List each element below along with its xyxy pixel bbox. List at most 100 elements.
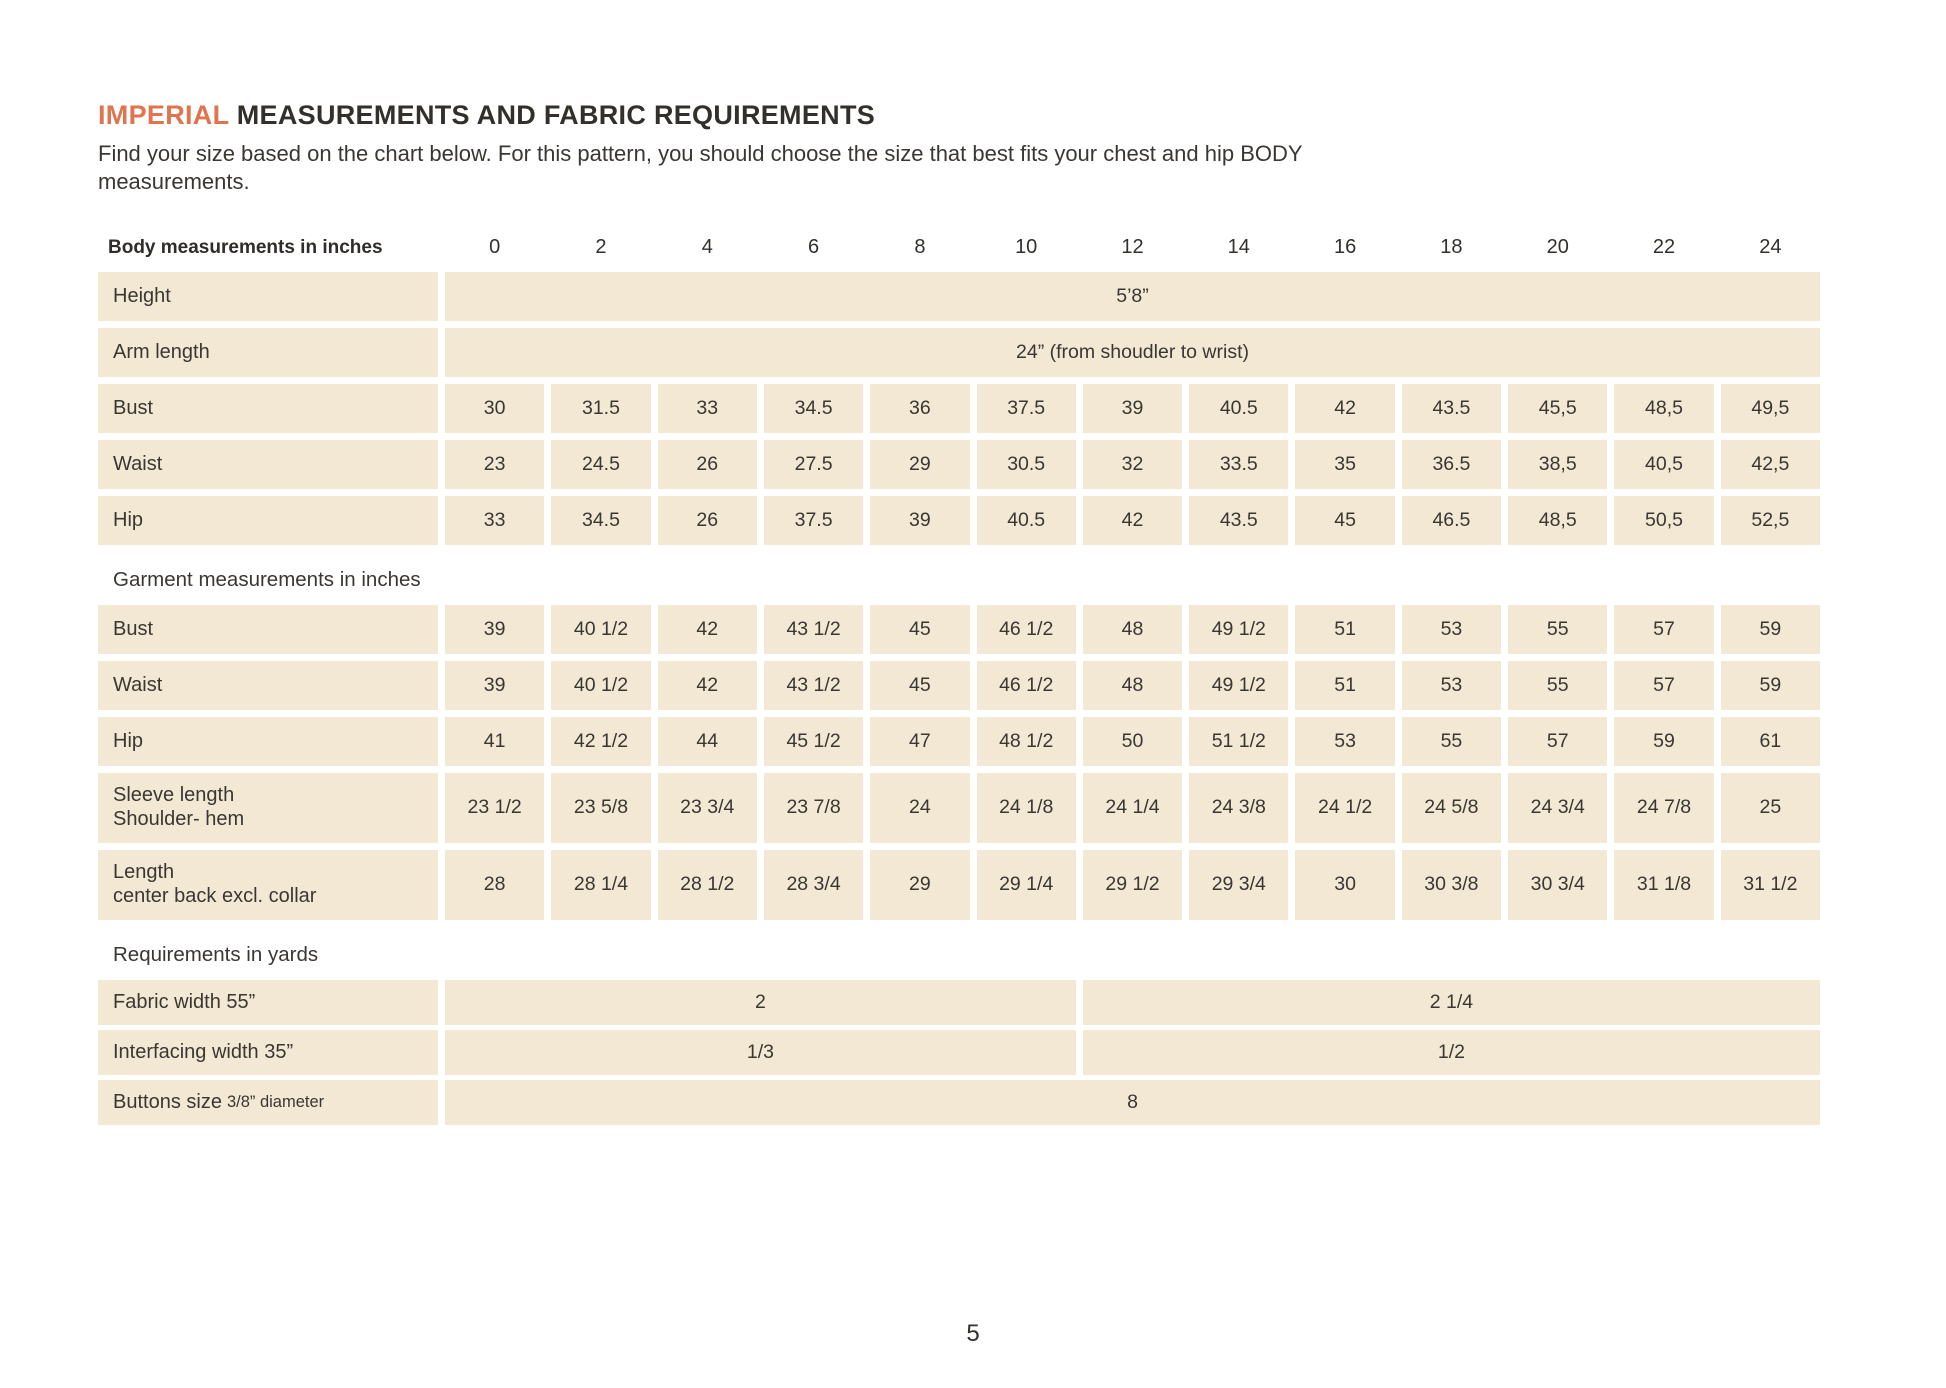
value-cell: 46 1/2 bbox=[976, 604, 1076, 654]
size-column-header: 22 bbox=[1652, 235, 1676, 258]
value-cell: 23 bbox=[445, 439, 545, 489]
requirements-section-label: Requirements in yards bbox=[113, 942, 319, 966]
size-column-header: 12 bbox=[1121, 235, 1144, 258]
row-label-text: Fabric width 55” bbox=[113, 990, 256, 1013]
value-cell: 33.5 bbox=[1189, 439, 1289, 489]
value-cell: 33 bbox=[445, 495, 545, 545]
value-cell: 55 bbox=[1508, 604, 1608, 654]
row-label-line1: Sleeve length bbox=[113, 784, 235, 807]
value-cell: 31 1/8 bbox=[1614, 849, 1714, 920]
table-row: Hip 33 34.5 26 37.5 39 40.5 42 43.5 45 46.5 48,5 50,… bbox=[98, 495, 1820, 545]
table-row: Arm length 24” (from shoudler to wrist) bbox=[98, 327, 1820, 377]
row-label-text: Length center back excl. collar bbox=[113, 861, 316, 908]
value-cell: 30 3/4 bbox=[1508, 849, 1608, 920]
value-cell: 23 1/2 bbox=[445, 772, 545, 843]
value-cell: 53 bbox=[1401, 660, 1502, 710]
value-cell: 23 7/8 bbox=[763, 772, 864, 843]
row-label: Sleeve length Shoulder- hem bbox=[98, 772, 438, 843]
value-cell: 28 3/4 bbox=[763, 849, 864, 920]
row-label: Arm length bbox=[98, 327, 438, 377]
value-cell: 57 bbox=[1508, 716, 1608, 766]
value-cell: 43 1/2 bbox=[763, 604, 864, 654]
value-cell: 57 bbox=[1614, 660, 1714, 710]
table-row: Sleeve length Shoulder- hem 23 1/2 23 5/8 23… bbox=[98, 772, 1820, 843]
value-cell: 59 bbox=[1614, 716, 1714, 766]
size-column-header: 16 bbox=[1333, 235, 1357, 258]
value-cell: 50 bbox=[1082, 716, 1183, 766]
value-cell-span: 24” (from shoudler to wrist) bbox=[445, 327, 1820, 377]
size-column-header: 10 bbox=[1015, 235, 1038, 258]
value-cell: 52,5 bbox=[1720, 495, 1820, 545]
document-page: IMPERIAL MEASUREMENTS AND FABRIC REQUIRE… bbox=[98, 100, 1848, 1125]
row-label-text: Bust bbox=[113, 396, 154, 419]
value-cell: 45 bbox=[870, 604, 970, 654]
size-column-header: 4 bbox=[701, 235, 713, 258]
value-cell: 40,5 bbox=[1614, 439, 1714, 489]
value-cell: 28 1/4 bbox=[551, 849, 651, 920]
size-column-header: 6 bbox=[808, 235, 820, 258]
value-cell: 45 bbox=[870, 660, 970, 710]
value-cell: 37.5 bbox=[976, 383, 1076, 433]
value-cell: 40.5 bbox=[976, 495, 1076, 545]
table-row: Buttons size 3/8” diameter 8 bbox=[98, 1079, 1820, 1125]
value-cell: 42 bbox=[1082, 495, 1183, 545]
row-label-text: Hip bbox=[113, 729, 144, 752]
value-cell: 39 bbox=[1082, 383, 1183, 433]
value-cell: 29 bbox=[870, 849, 970, 920]
value-cell: 48 1/2 bbox=[976, 716, 1076, 766]
subtitle-line2: measurements. bbox=[98, 168, 250, 194]
row-label: Bust bbox=[98, 604, 438, 654]
value-cell: 42 1/2 bbox=[551, 716, 651, 766]
value-cell: 59 bbox=[1720, 660, 1820, 710]
row-label-text: Interfacing width 35” bbox=[113, 1040, 294, 1063]
value-cell: 24 7/8 bbox=[1614, 772, 1714, 843]
row-label: Buttons size 3/8” diameter bbox=[98, 1079, 438, 1125]
size-chart-table: Body measurements in inches 0 2 4 6 8 10 12 14 16… bbox=[98, 236, 1820, 1125]
row-label: Waist bbox=[98, 660, 438, 710]
value-cell: 34.5 bbox=[551, 495, 651, 545]
value-cell: 61 bbox=[1720, 716, 1820, 766]
size-column-header: 0 bbox=[489, 235, 501, 258]
value-cell: 28 bbox=[445, 849, 545, 920]
value-cell: 53 bbox=[1295, 716, 1395, 766]
value-cell: 48,5 bbox=[1508, 495, 1608, 545]
value-cell: 43 1/2 bbox=[763, 660, 864, 710]
value-cell: 48 bbox=[1082, 660, 1183, 710]
page-title: IMPERIAL MEASUREMENTS AND FABRIC REQUIRE… bbox=[98, 100, 1848, 131]
size-column-header: 2 bbox=[595, 235, 607, 258]
value-cell: 26 bbox=[657, 495, 757, 545]
value-cell: 48,5 bbox=[1614, 383, 1714, 433]
value-cell: 51 1/2 bbox=[1189, 716, 1289, 766]
subtitle-line1: Find your size based on the chart below.… bbox=[98, 141, 1303, 166]
value-cell: 46.5 bbox=[1401, 495, 1502, 545]
value-cell: 24 1/4 bbox=[1082, 772, 1183, 843]
value-cell-span: 1/3 bbox=[445, 1029, 1076, 1075]
value-cell: 39 bbox=[870, 495, 970, 545]
value-cell: 23 3/4 bbox=[657, 772, 757, 843]
value-cell: 32 bbox=[1082, 439, 1183, 489]
value-cell: 29 bbox=[870, 439, 970, 489]
table-row: Length center back excl. collar 28 28 1/4 28… bbox=[98, 849, 1820, 920]
value-cell: 42,5 bbox=[1720, 439, 1820, 489]
row-label: Interfacing width 35” bbox=[98, 1029, 438, 1075]
table-row: Fabric width 55” 2 2 1/4 bbox=[98, 979, 1820, 1025]
size-column-header: 24 bbox=[1759, 235, 1782, 258]
value-cell: 24 1/8 bbox=[976, 772, 1076, 843]
value-cell: 36 bbox=[870, 383, 970, 433]
value-cell: 42 bbox=[657, 604, 757, 654]
table-row: Interfacing width 35” 1/3 1/2 bbox=[98, 1029, 1820, 1075]
value-cell: 29 3/4 bbox=[1189, 849, 1289, 920]
value-cell-span: 2 1/4 bbox=[1082, 979, 1820, 1025]
value-cell: 57 bbox=[1614, 604, 1714, 654]
value-cell: 42 bbox=[657, 660, 757, 710]
value-cell: 45 1/2 bbox=[763, 716, 864, 766]
value-cell: 36.5 bbox=[1401, 439, 1502, 489]
value-cell: 49 1/2 bbox=[1189, 660, 1289, 710]
table-row: Waist 23 24.5 26 27.5 29 30.5 32 33.5 35 36.5 38,5 4… bbox=[98, 439, 1820, 489]
row-label-line1: Length bbox=[113, 861, 175, 884]
row-label-line2: Shoulder- hem bbox=[113, 807, 245, 830]
value-cell: 41 bbox=[445, 716, 545, 766]
value-cell: 45,5 bbox=[1508, 383, 1608, 433]
value-cell: 49 1/2 bbox=[1189, 604, 1289, 654]
row-label: Length center back excl. collar bbox=[98, 849, 438, 920]
